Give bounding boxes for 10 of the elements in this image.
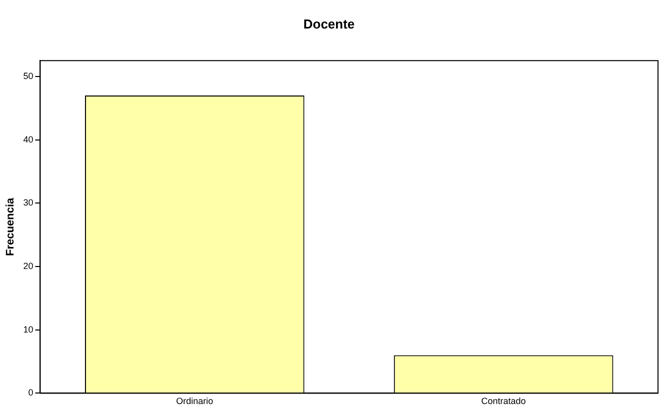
y-tick-label: 40 [23, 134, 34, 144]
y-tick-label: 0 [28, 388, 34, 398]
x-tick-label: Contratado [481, 396, 526, 406]
y-tick-label: 30 [23, 198, 34, 208]
y-axis-title: Frecuencia [4, 196, 17, 256]
x-tick-label: Ordinario [176, 396, 214, 406]
y-tick-label: 20 [23, 260, 34, 271]
y-tick-label: 50 [23, 70, 34, 81]
chart-title: Docente [303, 16, 355, 32]
y-tick-label: 10 [23, 324, 34, 334]
